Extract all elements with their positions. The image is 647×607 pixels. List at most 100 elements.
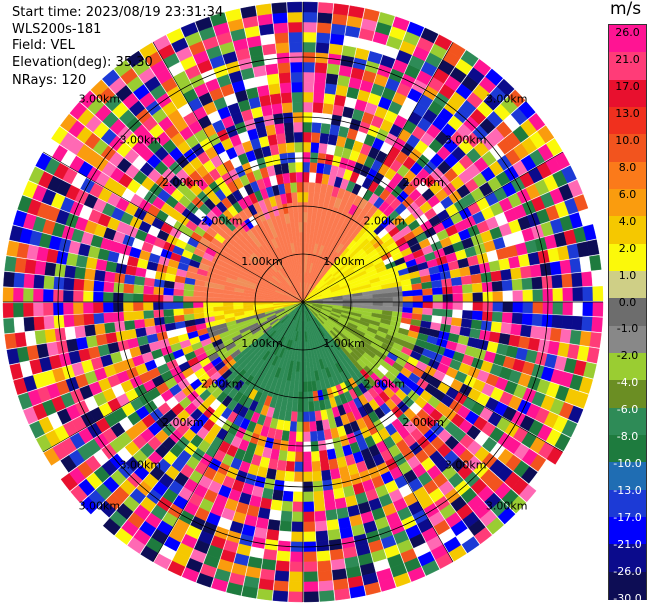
- radar-gate: [592, 286, 604, 302]
- radar-gate: [84, 324, 96, 337]
- radar-gate: [310, 441, 319, 452]
- radar-gate: [412, 301, 424, 309]
- radar-gate: [242, 298, 254, 303]
- radar-gate: [491, 311, 503, 323]
- radar-gate: [311, 460, 321, 472]
- radar-gate: [470, 319, 483, 330]
- radar-gate: [296, 431, 304, 443]
- radar-gate: [241, 585, 258, 599]
- radar-gate: [142, 302, 154, 311]
- radar-gate: [101, 69, 120, 87]
- radar-gate: [586, 347, 600, 364]
- radar-gate: [232, 302, 244, 306]
- range-label: 3.00km: [120, 459, 162, 472]
- radar-gate: [35, 434, 53, 453]
- radar-gate: [133, 275, 146, 286]
- radar-gate: [3, 271, 15, 288]
- radar-gate: [289, 421, 297, 433]
- radar-gate: [318, 142, 328, 154]
- radar-gate: [152, 294, 164, 303]
- radar-gate: [582, 301, 594, 317]
- radar-gate: [329, 123, 340, 136]
- colorbar-segment: [609, 489, 646, 518]
- colorbar-unit: m/s: [610, 0, 642, 19]
- radar-gate: [307, 391, 314, 403]
- colorbar-tick-label: -4.0: [616, 376, 639, 390]
- radar-gate: [581, 316, 593, 332]
- colorbar-tick-label: 1.0: [618, 268, 637, 282]
- radar-gate: [22, 180, 38, 199]
- radar-gate: [293, 121, 303, 133]
- radar-gate: [282, 172, 291, 184]
- radar-gate: [382, 297, 394, 302]
- radar-gate: [333, 487, 345, 500]
- radar-gate: [132, 293, 144, 303]
- radar-gate: [287, 152, 296, 163]
- radar-gate: [294, 471, 304, 483]
- radar-gate: [422, 294, 434, 302]
- colorbar-segment: [609, 517, 646, 545]
- radar-gate: [23, 406, 39, 425]
- radar-gate: [435, 552, 454, 570]
- radar-gate: [552, 301, 564, 315]
- radar-gate: [510, 323, 523, 336]
- radar-gate: [448, 544, 467, 562]
- radar-gate: [313, 490, 325, 502]
- radar-gate: [508, 334, 521, 348]
- radar-gate: [303, 581, 319, 593]
- radar-gate: [29, 420, 45, 439]
- radar-gate: [173, 281, 185, 290]
- radar-gate: [182, 307, 194, 315]
- colorbar-tick-label: 6.0: [618, 187, 637, 201]
- colorbar-tick-label: -2.0: [616, 349, 639, 363]
- colorbar-segment: [609, 325, 646, 354]
- radar-gate: [460, 275, 473, 285]
- range-label: 2.00km: [162, 416, 204, 429]
- radar-gate: [451, 285, 463, 294]
- radar-gate: [460, 318, 473, 329]
- radar-gate: [352, 301, 364, 306]
- radar-gate: [286, 142, 295, 154]
- radar-gate: [581, 271, 593, 287]
- radar-gate: [126, 50, 145, 68]
- radar-gate: [257, 588, 273, 601]
- radar-gate: [319, 449, 329, 462]
- radar-gate: [274, 570, 290, 582]
- radar-gate: [80, 496, 99, 515]
- radar-gate: [212, 297, 224, 303]
- radar-gate: [166, 28, 185, 44]
- radar-gate: [299, 241, 304, 253]
- radar-gate: [528, 472, 546, 491]
- radar-gate: [35, 152, 52, 171]
- radar-gate: [382, 292, 394, 298]
- radar-gate: [311, 122, 322, 134]
- radar-gate: [330, 558, 346, 571]
- radar-gate: [103, 271, 116, 283]
- radar-gate: [210, 12, 228, 27]
- radar-gate: [285, 460, 295, 472]
- radar-gate: [316, 550, 331, 562]
- radar-gate: [302, 201, 309, 213]
- radar-gate: [3, 318, 15, 334]
- radar-gate: [133, 310, 145, 320]
- radar-gate: [323, 489, 335, 502]
- colorbar-segment: [609, 243, 646, 272]
- range-label: 3.00km: [445, 459, 487, 472]
- radar-gate: [372, 301, 384, 307]
- radar-gate: [302, 171, 310, 183]
- radar-gate: [33, 316, 45, 331]
- radar-gate: [422, 308, 434, 316]
- radar-gate: [102, 302, 114, 313]
- radar-gate: [173, 314, 185, 323]
- radar-gate: [459, 266, 472, 277]
- radar-gate: [315, 172, 324, 184]
- colorbar-tick-label: -10.0: [613, 457, 642, 471]
- radar-gate: [508, 495, 527, 514]
- radar-gate: [422, 301, 434, 309]
- radar-gate: [522, 301, 534, 314]
- radar-gate: [332, 13, 348, 26]
- radar-gate: [60, 113, 78, 132]
- radar-gate: [314, 62, 328, 74]
- radar-gate: [294, 141, 303, 153]
- colorbar-tick-label: -30.0: [613, 592, 642, 605]
